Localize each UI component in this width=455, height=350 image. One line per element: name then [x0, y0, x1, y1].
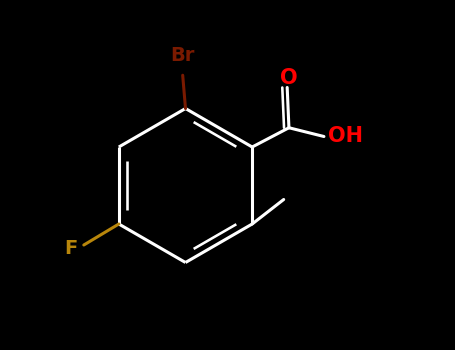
Text: Br: Br [171, 47, 195, 65]
Text: O: O [280, 68, 298, 88]
Text: F: F [64, 239, 77, 258]
Text: OH: OH [329, 126, 364, 146]
